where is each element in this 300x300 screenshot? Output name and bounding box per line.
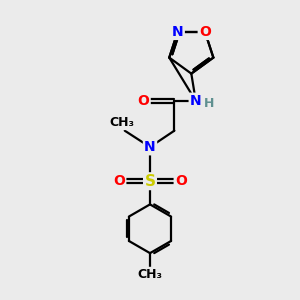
Text: S: S: [145, 174, 155, 189]
Text: O: O: [175, 174, 187, 188]
Text: N: N: [144, 140, 156, 154]
Text: N: N: [172, 25, 184, 39]
Text: O: O: [113, 174, 125, 188]
Text: O: O: [199, 25, 211, 39]
Text: CH₃: CH₃: [110, 116, 135, 129]
Text: N: N: [190, 94, 202, 108]
Text: O: O: [137, 94, 149, 108]
Text: H: H: [204, 98, 214, 110]
Text: CH₃: CH₃: [137, 268, 163, 281]
